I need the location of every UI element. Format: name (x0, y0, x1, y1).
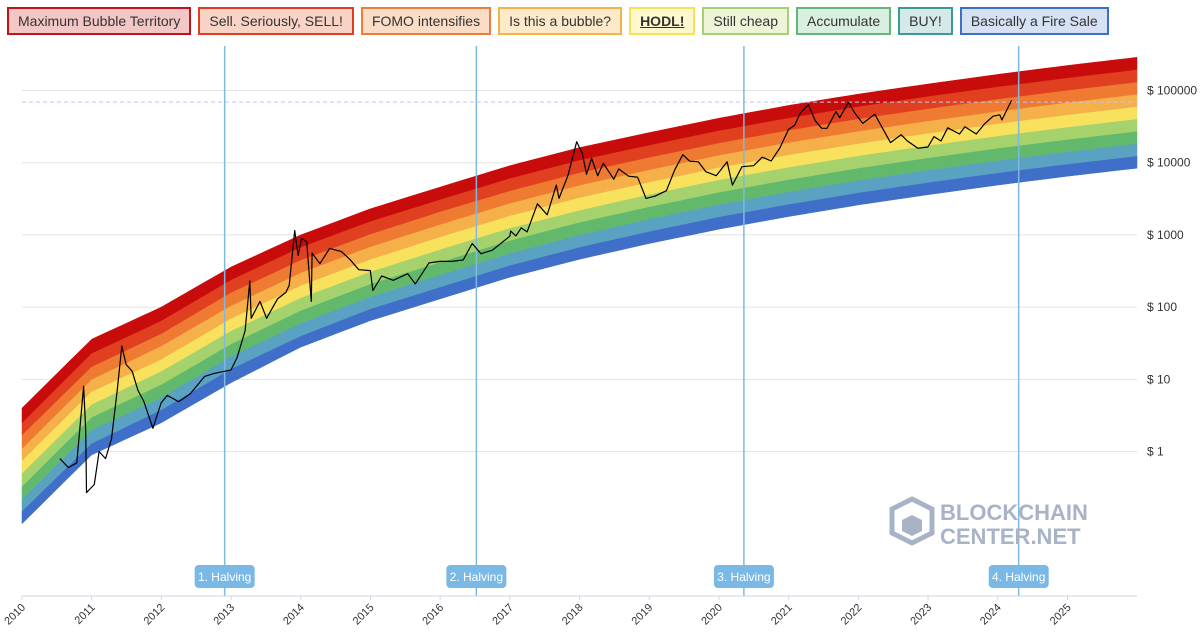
legend-fomo-intensifies[interactable]: FOMO intensifies (360, 7, 492, 35)
halving-label-box (988, 565, 1049, 588)
halving-lines (223, 46, 1020, 596)
y-tick-label: $ 10 (1147, 372, 1171, 386)
legend-maximum-bubble-territory[interactable]: Maximum Bubble Territory (7, 7, 192, 35)
price-line (59, 100, 1013, 494)
price-series (59, 100, 1013, 494)
halving-label: 3. Halving (717, 570, 770, 584)
y-tick-label: $ 10000 (1147, 156, 1191, 170)
watermark: BLOCKCHAIN CENTER.NET (889, 496, 1088, 549)
legend-sell-seriously[interactable]: Sell. Seriously, SELL! (198, 7, 354, 35)
legend-fire-sale[interactable]: Basically a Fire Sale (959, 7, 1109, 35)
legend-is-this-a-bubble[interactable]: Is this a bubble? (498, 7, 623, 35)
y-axis: $ 1 $ 10 $ 100 $ 1000 $ 10000 $ 100000 (1147, 83, 1197, 458)
legend-still-cheap[interactable]: Still cheap (702, 7, 789, 35)
y-tick-label: $ 1000 (1147, 228, 1184, 242)
legend-buy[interactable]: BUY! (898, 7, 953, 35)
y-tick-label: $ 100000 (1147, 83, 1197, 97)
rainbow-bands (21, 57, 1138, 525)
halving-labels: 1. Halving 2. Halving 3. Halving 4. Halving (194, 565, 1049, 588)
cube-logo-icon (889, 496, 935, 546)
halving-label-box (713, 565, 774, 588)
watermark-line-1: BLOCKCHAIN (940, 500, 1088, 525)
y-tick-label: $ 100 (1147, 300, 1177, 314)
halving-label-box (194, 565, 255, 588)
halving-label-box (446, 565, 507, 588)
halving-label: 2. Halving (450, 570, 503, 584)
halving-label: 4. Halving (992, 570, 1045, 584)
y-tick-label: $ 1 (1147, 445, 1164, 459)
legend-hodl[interactable]: HODL! (629, 7, 696, 35)
halving-label: 1. Halving (198, 570, 251, 584)
legend-accumulate[interactable]: Accumulate (795, 7, 892, 35)
legend: Maximum Bubble Territory Sell. Seriously… (7, 7, 1109, 39)
band-maximum-bubble-territory (21, 57, 1138, 424)
watermark-line-2: CENTER.NET (940, 524, 1081, 549)
